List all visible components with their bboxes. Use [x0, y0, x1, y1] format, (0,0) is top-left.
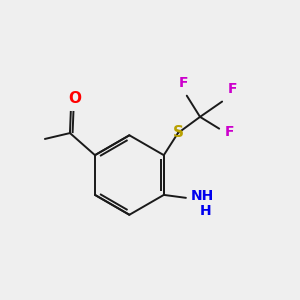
Text: F: F	[227, 82, 237, 96]
Text: F: F	[224, 124, 234, 139]
Text: O: O	[69, 91, 82, 106]
Text: H: H	[200, 204, 212, 218]
Text: NH: NH	[190, 189, 214, 203]
Text: S: S	[173, 125, 184, 140]
Text: F: F	[179, 76, 189, 90]
